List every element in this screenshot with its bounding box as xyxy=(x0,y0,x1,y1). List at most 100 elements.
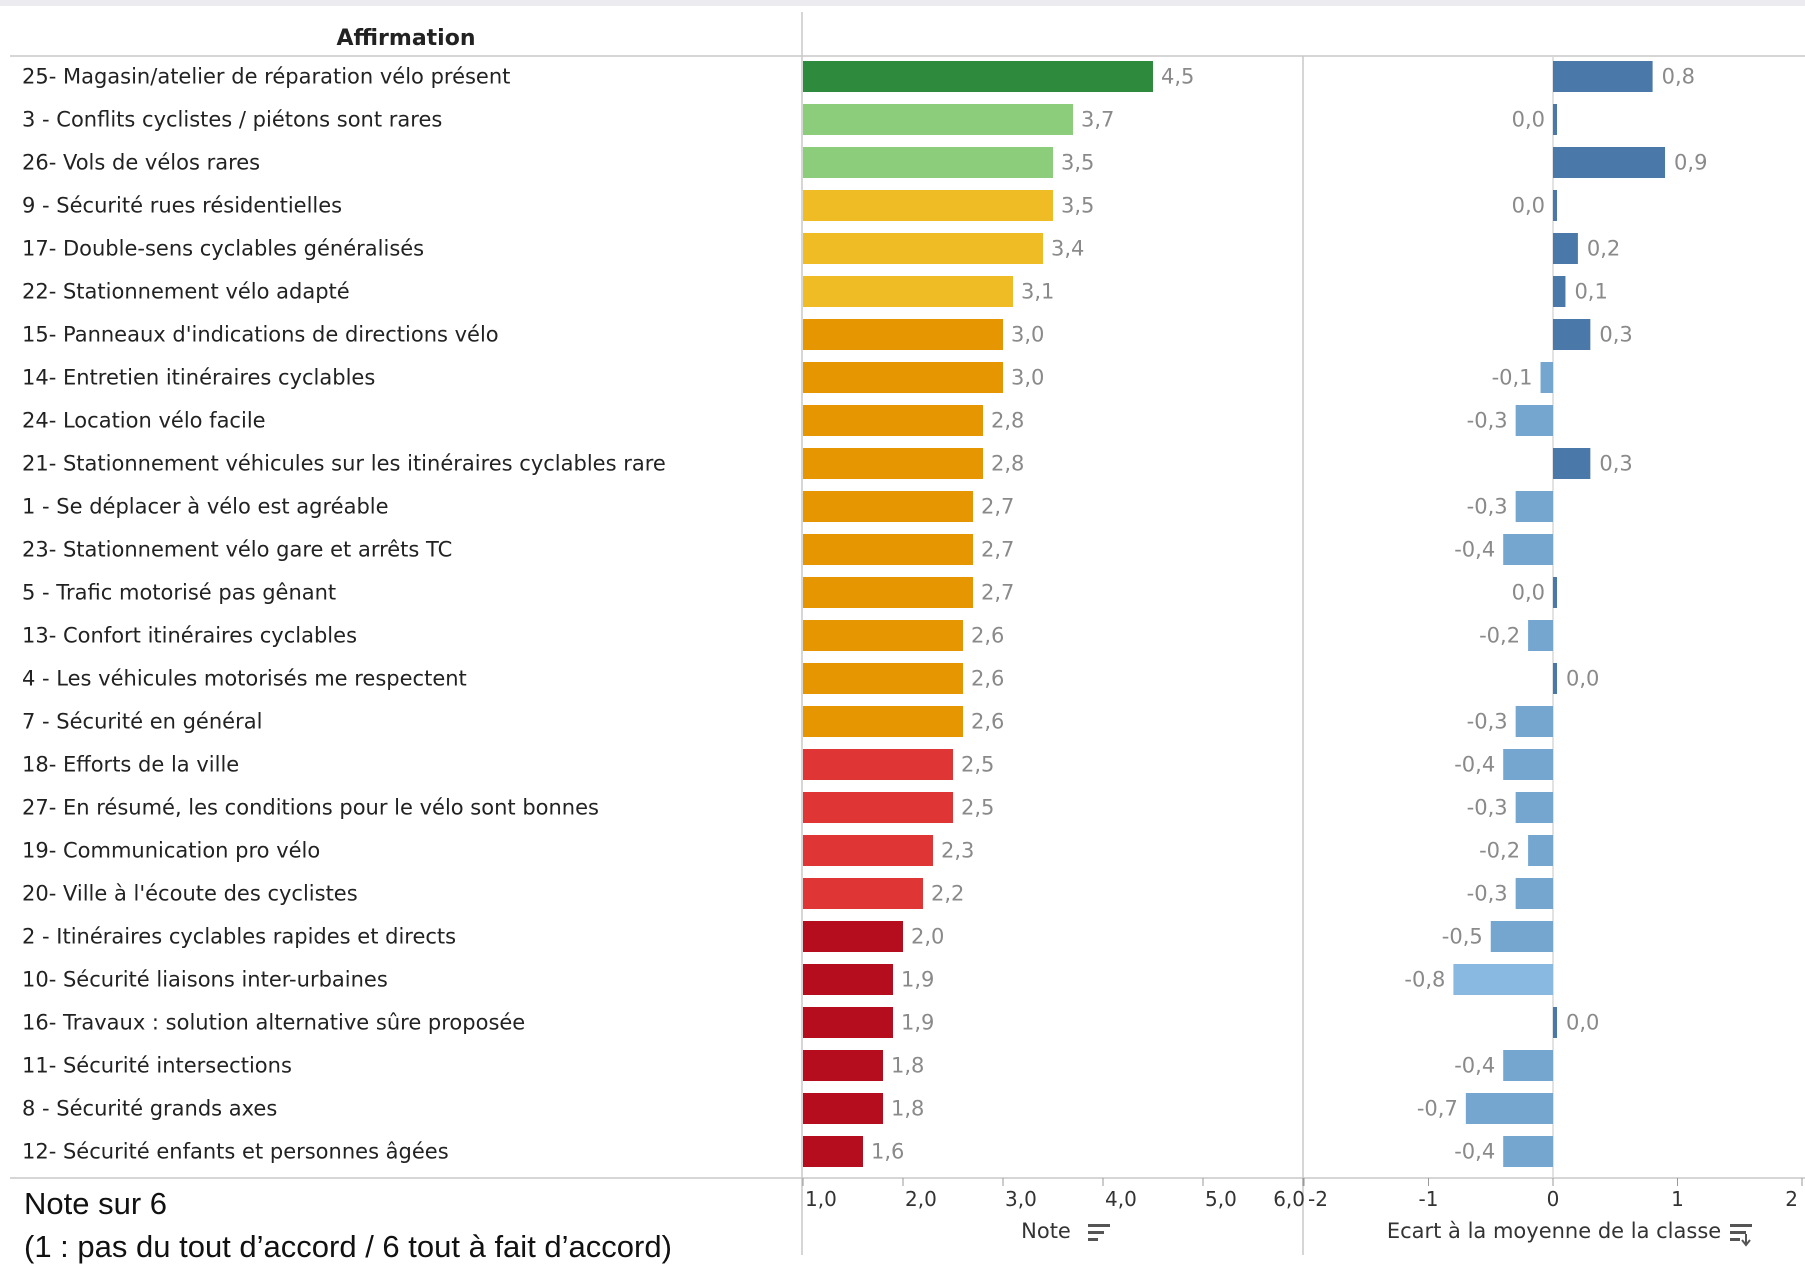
row-label: 24- Location vélo facile xyxy=(22,409,266,433)
note-value-label: 1,9 xyxy=(901,968,934,992)
ecart-value-label: -0,8 xyxy=(1404,968,1445,992)
row-label: 25- Magasin/atelier de réparation vélo p… xyxy=(22,65,510,89)
ecart-tick-label: 2 xyxy=(1785,1187,1798,1211)
row-label: 27- En résumé, les conditions pour le vé… xyxy=(22,796,599,820)
ecart-bar xyxy=(1515,878,1553,909)
note-bar xyxy=(803,749,953,780)
ecart-value-label: 0,9 xyxy=(1674,151,1707,175)
note-value-label: 2,0 xyxy=(911,925,944,949)
row-label: 15- Panneaux d'indications de directions… xyxy=(22,323,499,347)
ecart-value-label: -0,4 xyxy=(1454,1140,1495,1164)
sort-icon-ecart[interactable] xyxy=(1730,1224,1752,1247)
ecart-value-label: -0,2 xyxy=(1479,624,1520,648)
row-label: 11- Sécurité intersections xyxy=(22,1054,292,1078)
row-label: 26- Vols de vélos rares xyxy=(22,151,260,175)
ecart-tick-label: -2 xyxy=(1308,1187,1328,1211)
row-label: 14- Entretien itinéraires cyclables xyxy=(22,366,375,390)
ecart-axis: -2 -1 0 1 2 xyxy=(1303,1178,1803,1211)
ecart-value-label: -0,3 xyxy=(1467,710,1508,734)
ecart-bar xyxy=(1553,104,1557,135)
note-value-label: 1,8 xyxy=(891,1054,924,1078)
ecart-value-label: 0,0 xyxy=(1512,194,1545,218)
ecart-bar xyxy=(1553,448,1591,479)
ecart-bar xyxy=(1503,1050,1553,1081)
ecart-bars: 0,8 0,0 0,9 0,0 0,2 0,1 0,3 -0,1 -0,3 0,3 -0,3 -0,4… xyxy=(1404,61,1707,1167)
note-bar xyxy=(803,491,973,522)
note-bar xyxy=(803,448,983,479)
ecart-bar xyxy=(1528,835,1553,866)
note-axis-title: Note xyxy=(1021,1219,1071,1243)
note-value-label: 1,6 xyxy=(871,1140,904,1164)
ecart-bar xyxy=(1503,1136,1553,1167)
row-label: 4 - Les véhicules motorisés me respecten… xyxy=(22,667,467,691)
ecart-value-label: 0,0 xyxy=(1566,667,1599,691)
note-value-label: 2,7 xyxy=(981,581,1014,605)
row-label: 19- Communication pro vélo xyxy=(22,839,320,863)
ecart-value-label: 0,2 xyxy=(1587,237,1620,261)
note-bar xyxy=(803,276,1013,307)
note-value-label: 3,5 xyxy=(1061,151,1094,175)
ecart-axis-title: Ecart à la moyenne de la classe xyxy=(1387,1219,1721,1243)
note-bar xyxy=(803,835,933,866)
ecart-bar xyxy=(1553,577,1557,608)
row-label: 21- Stationnement véhicules sur les itin… xyxy=(22,452,666,476)
row-label: 23- Stationnement vélo gare et arrêts TC xyxy=(22,538,452,562)
ecart-bar xyxy=(1553,190,1557,221)
ecart-value-label: -0,1 xyxy=(1492,366,1533,390)
note-bar xyxy=(803,663,963,694)
note-bar xyxy=(803,147,1053,178)
ecart-value-label: 0,0 xyxy=(1566,1011,1599,1035)
ecart-bar xyxy=(1553,61,1653,92)
note-tick-label: 6,0 xyxy=(1273,1187,1305,1211)
ecart-bar xyxy=(1528,620,1553,651)
row-label: 13- Confort itinéraires cyclables xyxy=(22,624,357,648)
note-tick-label: 4,0 xyxy=(1105,1187,1137,1211)
note-value-label: 2,6 xyxy=(971,710,1004,734)
ecart-bar xyxy=(1490,921,1553,952)
ecart-value-label: -0,3 xyxy=(1467,796,1508,820)
row-label: 16- Travaux : solution alternative sûre … xyxy=(22,1011,525,1035)
note-value-label: 2,2 xyxy=(931,882,964,906)
ecart-bar xyxy=(1553,276,1566,307)
note-value-label: 1,9 xyxy=(901,1011,934,1035)
ecart-value-label: 0,3 xyxy=(1599,323,1632,347)
ecart-bar xyxy=(1503,749,1553,780)
note-bar xyxy=(803,878,923,909)
note-value-label: 3,7 xyxy=(1081,108,1114,132)
ecart-value-label: 0,8 xyxy=(1662,65,1695,89)
note-bar xyxy=(803,1050,883,1081)
ecart-bar xyxy=(1515,405,1553,436)
ecart-value-label: -0,7 xyxy=(1417,1097,1458,1121)
note-bar xyxy=(803,190,1053,221)
ecart-tick-label: 0 xyxy=(1547,1187,1560,1211)
note-value-label: 2,6 xyxy=(971,624,1004,648)
note-bar xyxy=(803,362,1003,393)
top-band xyxy=(0,0,1805,6)
sort-icon-note[interactable] xyxy=(1088,1224,1110,1241)
note-bar xyxy=(803,104,1073,135)
note-axis: 1,0 2,0 3,0 4,0 5,0 6,0 xyxy=(802,1178,1305,1211)
row-label: 17- Double-sens cyclables généralisés xyxy=(22,237,424,261)
note-value-label: 2,8 xyxy=(991,409,1024,433)
ecart-bar xyxy=(1515,491,1553,522)
note-value-label: 2,3 xyxy=(941,839,974,863)
footnote-line-2: (1 : pas du tout d’accord / 6 tout à fai… xyxy=(24,1229,672,1264)
note-bar xyxy=(803,792,953,823)
ecart-value-label: -0,5 xyxy=(1442,925,1483,949)
note-value-label: 3,0 xyxy=(1011,323,1044,347)
note-value-label: 2,7 xyxy=(981,495,1014,519)
ecart-bar xyxy=(1540,362,1553,393)
row-label: 7 - Sécurité en général xyxy=(22,710,262,734)
note-tick-label: 5,0 xyxy=(1205,1187,1237,1211)
row-label: 2 - Itinéraires cyclables rapides et dir… xyxy=(22,925,456,949)
ecart-value-label: -0,4 xyxy=(1454,753,1495,777)
note-value-label: 2,7 xyxy=(981,538,1014,562)
note-bar xyxy=(803,233,1043,264)
note-value-label: 3,1 xyxy=(1021,280,1054,304)
row-label: 22- Stationnement vélo adapté xyxy=(22,280,350,304)
row-label: 18- Efforts de la ville xyxy=(22,753,239,777)
ecart-value-label: 0,0 xyxy=(1512,108,1545,132)
ecart-value-label: 0,0 xyxy=(1512,581,1545,605)
ecart-value-label: -0,2 xyxy=(1479,839,1520,863)
